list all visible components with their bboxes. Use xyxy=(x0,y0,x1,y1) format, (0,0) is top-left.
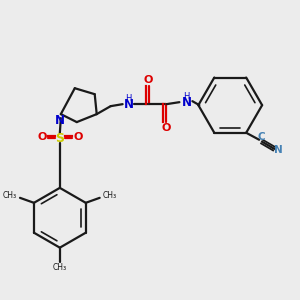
Text: H: H xyxy=(183,92,190,101)
Text: N: N xyxy=(182,96,191,109)
Text: O: O xyxy=(144,75,153,85)
Text: O: O xyxy=(162,123,171,133)
Text: C: C xyxy=(257,132,265,142)
Text: S: S xyxy=(55,131,64,145)
Text: CH₃: CH₃ xyxy=(53,263,67,272)
Text: O: O xyxy=(73,132,83,142)
Text: N: N xyxy=(55,114,65,127)
Text: O: O xyxy=(37,132,46,142)
Text: CH₃: CH₃ xyxy=(3,191,17,200)
Text: H: H xyxy=(125,94,132,103)
Text: N: N xyxy=(274,145,283,155)
Text: N: N xyxy=(124,98,134,111)
Text: CH₃: CH₃ xyxy=(103,191,117,200)
